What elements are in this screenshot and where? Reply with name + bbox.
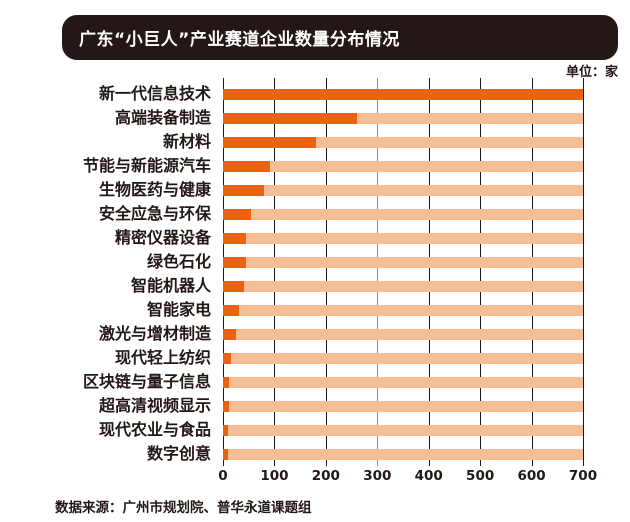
bar-fill bbox=[223, 232, 247, 244]
bar-row: 现代轻上纺织 bbox=[0, 346, 630, 370]
unit-label: 单位：家 bbox=[565, 65, 618, 80]
bar-row: 激光与增材制造 bbox=[0, 322, 630, 346]
bar-row: 新材料 bbox=[0, 130, 630, 154]
bar-track bbox=[223, 280, 583, 292]
bar-row: 现代农业与食品 bbox=[0, 418, 630, 442]
category-label: 现代农业与食品 bbox=[98, 420, 211, 439]
bar-fill bbox=[223, 256, 247, 268]
axis-tick-label: 700 bbox=[568, 468, 598, 484]
bar-row: 高端装备制造 bbox=[0, 106, 630, 130]
gridline bbox=[480, 78, 482, 466]
bar-track bbox=[223, 376, 583, 388]
gridline bbox=[325, 78, 327, 466]
bar-fill bbox=[223, 328, 237, 340]
gridline bbox=[274, 78, 276, 466]
category-label: 智能机器人 bbox=[130, 276, 211, 295]
category-label: 智能家电 bbox=[146, 300, 211, 319]
axis-tick-label: 300 bbox=[363, 468, 392, 484]
category-label: 超高清视频显示 bbox=[98, 396, 211, 415]
gridline bbox=[531, 78, 533, 466]
bar-track bbox=[223, 352, 583, 364]
bar-fill bbox=[223, 424, 229, 436]
axis-tick-label: 600 bbox=[517, 468, 546, 484]
source-note: 数据来源：广州市规划院、普华永道课题组 bbox=[55, 500, 312, 516]
axis-tick-label: 100 bbox=[260, 468, 289, 484]
gridline bbox=[377, 78, 379, 466]
bar-fill bbox=[223, 280, 244, 292]
category-label: 新材料 bbox=[162, 132, 211, 151]
bar-fill bbox=[223, 88, 583, 100]
gridline bbox=[223, 78, 224, 466]
bar-fill bbox=[223, 352, 231, 364]
bar-track bbox=[223, 256, 583, 268]
bar-row: 数字创意 bbox=[0, 442, 630, 466]
bar-track bbox=[223, 232, 583, 244]
category-label: 高端装备制造 bbox=[114, 108, 211, 127]
category-label: 数字创意 bbox=[146, 444, 211, 463]
bar-row: 安全应急与环保 bbox=[0, 202, 630, 226]
grid-layer bbox=[223, 78, 584, 466]
bar-fill bbox=[223, 136, 316, 148]
category-label: 新一代信息技术 bbox=[98, 84, 211, 103]
bar-row: 超高清视频显示 bbox=[0, 394, 630, 418]
bar-fill bbox=[223, 112, 357, 124]
bar-row: 精密仪器设备 bbox=[0, 226, 630, 250]
bar-track bbox=[223, 88, 583, 100]
bar-track bbox=[223, 208, 583, 220]
category-label: 绿色石化 bbox=[146, 252, 211, 271]
category-label: 激光与增材制造 bbox=[98, 324, 211, 343]
axis-tick-label: 400 bbox=[414, 468, 443, 484]
axis-tick-label: 0 bbox=[218, 468, 228, 484]
bar-row: 绿色石化 bbox=[0, 250, 630, 274]
bar-track bbox=[223, 112, 583, 124]
category-label: 现代轻上纺织 bbox=[114, 348, 211, 367]
gridline bbox=[583, 78, 584, 466]
bar-track bbox=[223, 400, 583, 412]
category-label: 安全应急与环保 bbox=[98, 204, 211, 223]
bar-track bbox=[223, 328, 583, 340]
bar-row: 区块链与量子信息 bbox=[0, 370, 630, 394]
bar-track bbox=[223, 160, 583, 172]
bar-track bbox=[223, 448, 583, 460]
bar-row: 生物医药与健康 bbox=[0, 178, 630, 202]
bar-fill bbox=[223, 376, 230, 388]
bar-fill bbox=[223, 304, 240, 316]
category-label: 区块链与量子信息 bbox=[82, 372, 211, 391]
bar-fill bbox=[223, 184, 265, 196]
gridline bbox=[428, 78, 430, 466]
bar-fill bbox=[223, 400, 230, 412]
bar-fill bbox=[223, 448, 228, 460]
category-label: 精密仪器设备 bbox=[114, 228, 211, 247]
x-axis: 0 100 200 300 400 500 600 700 bbox=[218, 468, 597, 486]
page-title: 广东“小巨人”产业赛道企业数量分布情况 bbox=[79, 30, 400, 50]
bar-row: 新一代信息技术 bbox=[0, 82, 630, 106]
category-label: 节能与新能源汽车 bbox=[82, 156, 211, 175]
bar-row: 节能与新能源汽车 bbox=[0, 154, 630, 178]
bar-track bbox=[223, 424, 583, 436]
axis-tick-label: 200 bbox=[311, 468, 340, 484]
bar-track bbox=[223, 136, 583, 148]
bar-fill bbox=[223, 160, 271, 172]
bar-track bbox=[223, 184, 583, 196]
bar-fill bbox=[223, 208, 251, 220]
category-label: 生物医药与健康 bbox=[98, 180, 211, 199]
bar-rows: 新一代信息技术高端装备制造新材料节能与新能源汽车生物医药与健康 安全应急与环保精密… bbox=[0, 82, 630, 466]
bar-row: 智能机器人 bbox=[0, 274, 630, 298]
title-bar: 广东“小巨人”产业赛道企业数量分布情况 bbox=[62, 15, 618, 60]
bar-row: 智能家电 bbox=[0, 298, 630, 322]
axis-tick-label: 500 bbox=[466, 468, 495, 484]
bar-track bbox=[223, 304, 583, 316]
